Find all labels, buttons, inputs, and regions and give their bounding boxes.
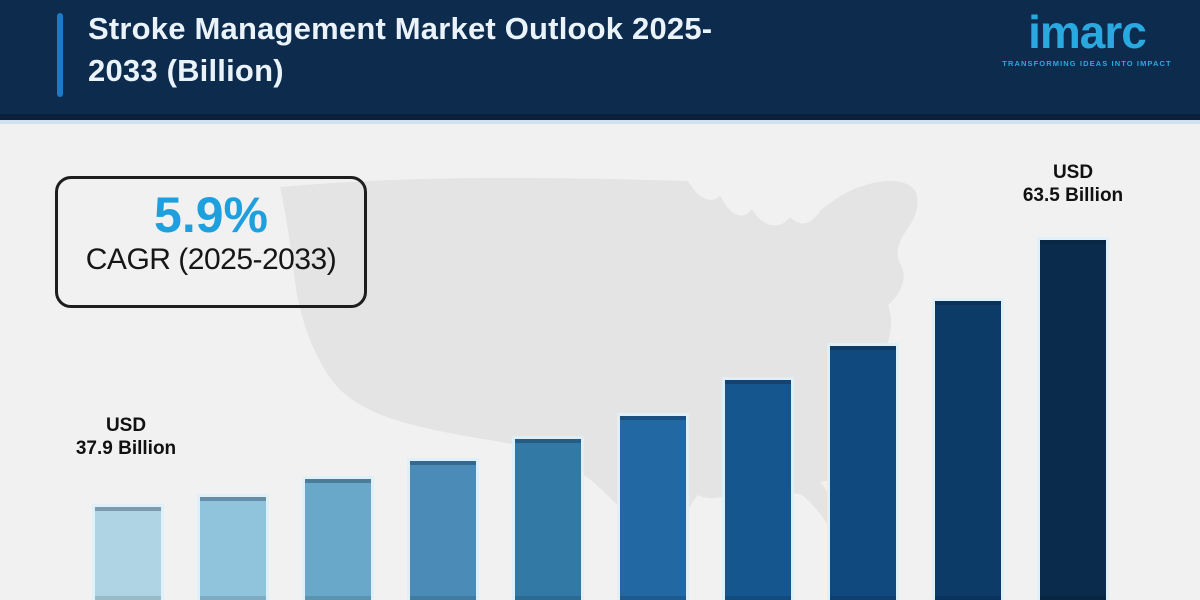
bar-2029 xyxy=(620,416,686,600)
cagr-period-label: CAGR (2025-2033) xyxy=(85,243,337,276)
bar-2024 xyxy=(95,507,161,600)
bar-2025 xyxy=(200,497,266,600)
cagr-badge: 5.9% CAGR (2025-2033) xyxy=(55,176,367,308)
first-bar-value-label: USD 37.9 Billion xyxy=(26,414,226,460)
bar-2030 xyxy=(725,380,791,600)
bar-2031 xyxy=(830,346,896,600)
bar-2032 xyxy=(935,301,1001,600)
header: Stroke Management Market Outlook 2025- 20… xyxy=(0,0,1200,120)
last-bar-amount: 63.5 Billion xyxy=(1022,185,1124,206)
imarc-logo-tagline: TRANSFORMING IDEAS INTO IMPACT xyxy=(1002,59,1172,68)
title-accent-bar xyxy=(57,13,63,97)
last-bar-currency: USD xyxy=(1052,162,1094,183)
first-bar-amount: 37.9 Billion xyxy=(75,438,177,459)
imarc-logo-text: imarc xyxy=(1028,6,1147,58)
page-title: Stroke Management Market Outlook 2025- 20… xyxy=(88,8,712,92)
imarc-logo: imarc TRANSFORMING IDEAS INTO IMPACT xyxy=(1002,6,1172,68)
bar-2033 xyxy=(1040,240,1106,600)
title-line-2: 2033 (Billion) xyxy=(88,53,284,88)
bar-2027 xyxy=(410,461,476,600)
bar-2026 xyxy=(305,479,371,600)
cagr-value: 5.9% xyxy=(154,187,268,243)
title-line-1: Stroke Management Market Outlook 2025- xyxy=(88,11,713,46)
first-bar-currency: USD xyxy=(105,415,147,436)
bar-2028 xyxy=(515,439,581,600)
last-bar-value-label: USD 63.5 Billion xyxy=(973,161,1173,207)
